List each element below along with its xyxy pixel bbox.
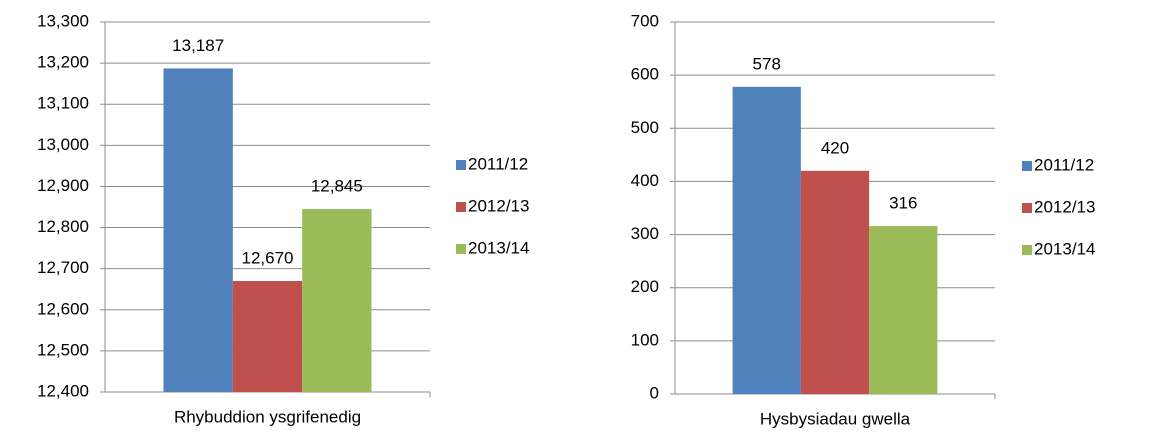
y-tick-label: 0 [650,383,659,402]
data-label: 13,187 [172,36,224,55]
y-tick-label: 13,300 [37,11,89,30]
y-tick-label: 13,200 [37,53,89,72]
data-label: 12,845 [311,177,363,196]
y-tick-label: 12,500 [37,340,89,359]
y-tick-label: 12,700 [37,258,89,277]
data-label: 420 [821,138,849,157]
legend-label: 2013/14 [1034,239,1095,258]
y-tick-label: 700 [631,11,659,30]
legend-swatch [1022,161,1032,171]
x-tick-label: Hysbysiadau gwella [760,409,911,428]
y-tick-label: 12,900 [37,176,89,195]
bar [163,68,233,392]
legend-label: 2012/13 [1034,197,1095,216]
data-label: 316 [889,194,917,213]
y-tick-label: 13,000 [37,135,89,154]
y-tick-label: 13,100 [37,94,89,113]
y-tick-label: 500 [631,118,659,137]
y-tick-label: 12,400 [37,381,89,400]
legend-label: 2013/14 [468,238,529,257]
y-tick-label: 200 [631,277,659,296]
y-tick-label: 100 [631,330,659,349]
bar [732,86,801,394]
y-tick-label: 300 [631,224,659,243]
y-tick-label: 12,600 [37,299,89,318]
bar [232,281,303,392]
legend-label: 2011/12 [1034,155,1094,174]
x-tick-label: Rhybuddion ysgrifenedig [174,407,361,426]
legend-swatch [1022,203,1032,213]
bar [800,170,870,394]
y-tick-label: 12,800 [37,217,89,236]
legend-swatch [456,244,466,254]
y-tick-label: 600 [631,65,659,84]
y-tick-label: 400 [631,171,659,190]
legend-swatch [1022,245,1032,255]
data-label: 578 [753,54,781,73]
legend-swatch [456,160,466,170]
bar [869,226,938,394]
legend-label: 2011/12 [468,154,528,173]
legend-label: 2012/13 [468,196,529,215]
data-label: 12,670 [242,248,294,267]
bar [302,209,372,392]
legend-swatch [456,202,466,212]
